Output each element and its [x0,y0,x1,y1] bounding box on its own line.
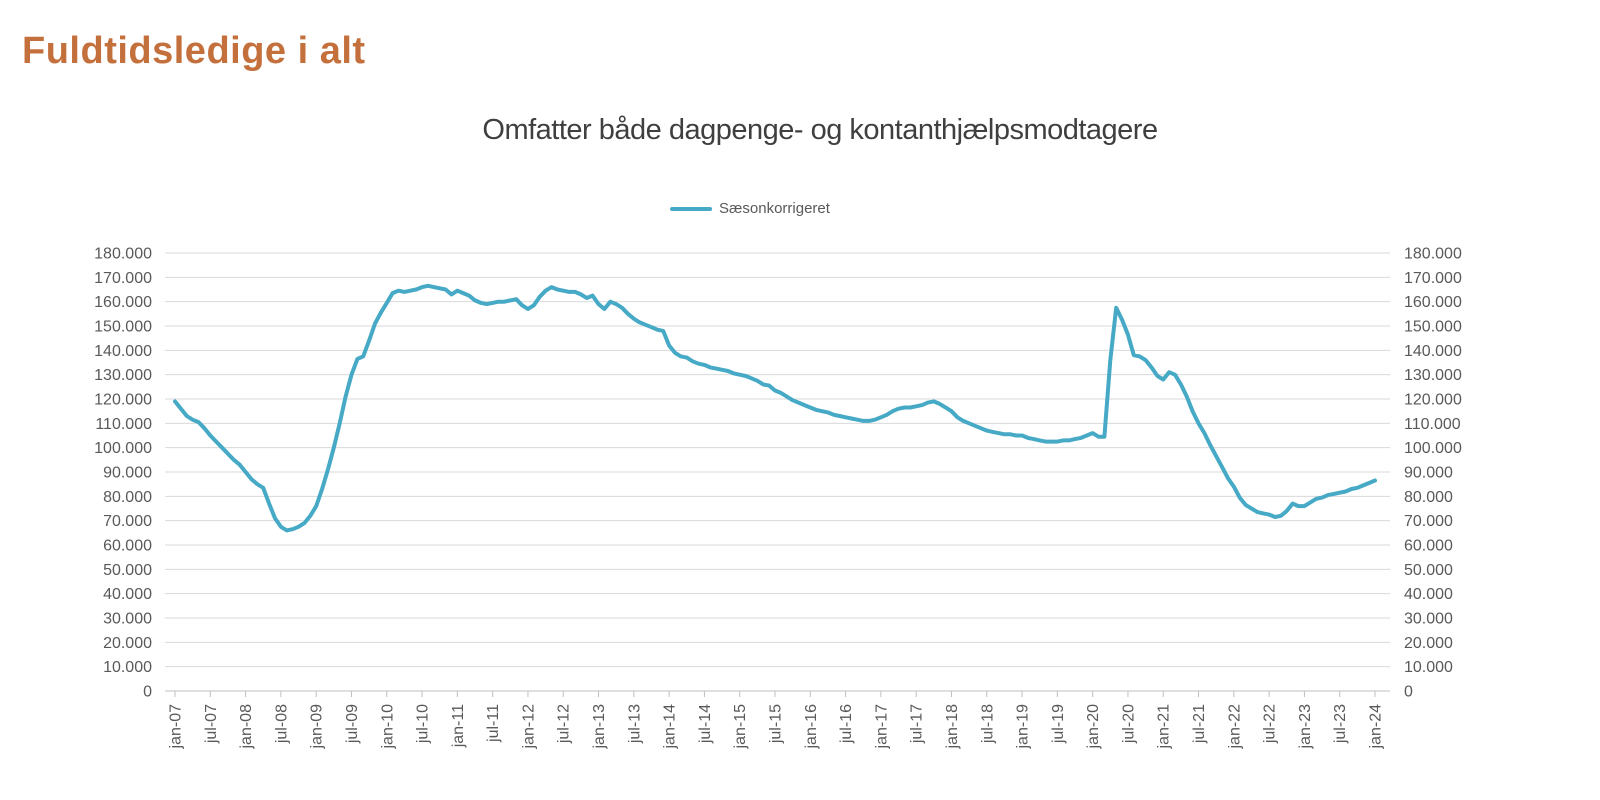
x-axis-label: jan-09 [309,704,326,750]
y-axis-label-left: 30.000 [103,611,152,628]
y-axis-label-left: 60.000 [103,538,152,555]
x-axis-label: jul-22 [1262,704,1279,744]
y-axis-label-left: 80.000 [103,489,152,506]
chart-title: Omfatter både dagpenge- og kontanthjælps… [482,114,1158,146]
y-axis-label-right: 180.000 [1404,246,1462,263]
x-axis-label: jul-11 [485,704,502,743]
y-axis-label-left: 10.000 [103,659,152,676]
y-axis-label-right: 10.000 [1404,659,1453,676]
y-axis-label-right: 80.000 [1404,489,1453,506]
y-axis-label-right: 110.000 [1404,416,1461,433]
x-axis-label: jan-24 [1368,704,1385,750]
x-axis-label: jan-20 [1085,704,1102,750]
y-axis-label-left: 140.000 [94,343,152,360]
y-axis-label-right: 0 [1404,684,1413,701]
x-axis-label: jul-10 [415,704,432,744]
x-axis-label: jan-21 [1156,704,1173,750]
x-axis-label: jul-18 [979,704,996,744]
y-axis-label-left: 160.000 [94,294,152,311]
legend-series-label: Sæsonkorrigeret [719,200,830,217]
x-axis-label: jan-12 [520,704,537,750]
y-axis-label-left: 70.000 [103,513,152,530]
x-axis-label: jan-13 [591,704,608,750]
y-axis-label-left: 50.000 [103,562,152,579]
x-axis-label: jul-15 [768,704,785,744]
y-axis-label-right: 90.000 [1404,465,1453,482]
series-line-saesonkorrigeret [173,283,1377,533]
y-axis-label-right: 160.000 [1404,294,1462,311]
y-axis-label-left: 0 [143,684,152,701]
chart-legend: Sæsonkorrigeret [670,200,830,217]
y-axis-label-right: 20.000 [1404,635,1453,652]
y-axis-label-left: 90.000 [103,465,152,482]
y-axis-label-left: 130.000 [94,367,152,384]
y-axis-label-right: 50.000 [1404,562,1453,579]
x-axis-label: jan-17 [873,704,890,750]
legend-line-swatch-icon [670,206,713,211]
x-axis-label: jul-09 [344,704,361,744]
y-axis-label-right: 170.000 [1404,270,1462,287]
page-title: Fuldtidsledige i alt [22,30,366,72]
y-axis-label-left: 110.000 [95,416,152,433]
x-axis-label: jan-07 [168,704,185,750]
y-axis-label-right: 60.000 [1404,538,1453,555]
x-axis-label: jul-23 [1332,704,1349,744]
y-axis-label-left: 120.000 [94,392,152,409]
y-axis-label-right: 40.000 [1404,586,1453,603]
y-axis-label-left: 20.000 [103,635,152,652]
y-axis-label-right: 150.000 [1404,319,1462,336]
y-axis-label-left: 40.000 [103,586,152,603]
x-axis-label: jan-18 [944,704,961,750]
y-axis-label-left: 150.000 [94,319,152,336]
y-axis-label-right: 30.000 [1404,611,1453,628]
y-axis-label-right: 120.000 [1404,392,1462,409]
x-axis-label: jan-11 [450,704,467,748]
x-axis-label: jan-16 [803,704,820,750]
x-axis-label: jul-20 [1120,704,1137,744]
x-axis-label: jan-08 [238,704,255,750]
x-axis-label: jul-13 [626,704,643,744]
x-axis-label: jul-19 [1050,704,1067,744]
x-axis-label: jul-17 [909,704,926,744]
x-axis-label: jul-12 [556,704,573,744]
x-axis-label: jul-16 [838,704,855,744]
y-axis-label-left: 170.000 [94,270,152,287]
x-axis-label: jan-15 [732,704,749,750]
y-axis-label-right: 140.000 [1404,343,1462,360]
y-axis-label-left: 100.000 [94,440,152,457]
x-axis-label: jul-08 [273,704,290,744]
x-axis-label: jan-14 [662,704,679,750]
y-axis-label-right: 70.000 [1404,513,1453,530]
x-axis-label: jan-10 [379,704,396,750]
x-axis-label: jan-22 [1226,704,1243,750]
x-axis-label: jan-23 [1297,704,1314,750]
y-axis-label-right: 100.000 [1404,440,1462,457]
y-axis-label-right: 130.000 [1404,367,1462,384]
x-axis-label: jul-21 [1191,704,1208,744]
x-axis-label: jan-19 [1015,704,1032,750]
x-axis-label: jul-07 [203,704,220,744]
y-axis-label-left: 180.000 [94,246,152,263]
x-axis-label: jul-14 [697,704,714,744]
